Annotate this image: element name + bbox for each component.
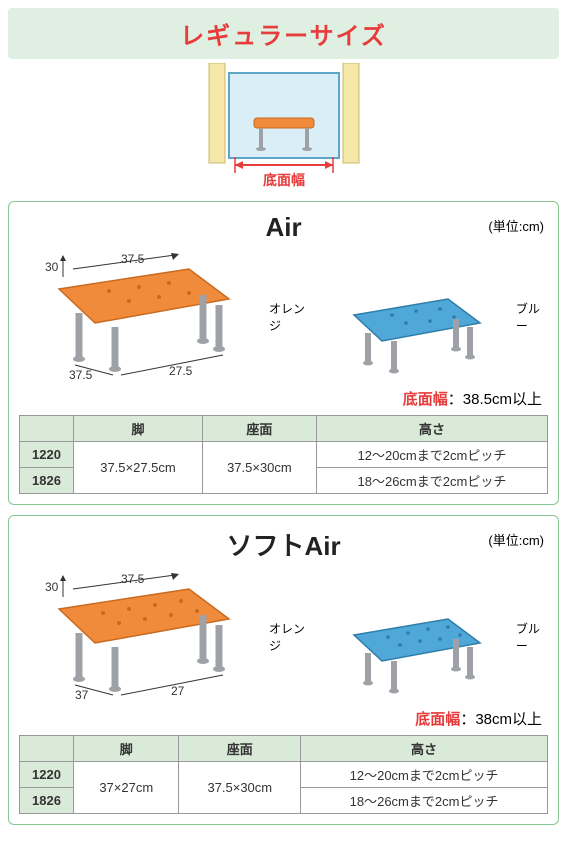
product-air: Air (単位:cm) 30 37.5 xyxy=(8,201,559,505)
product-title: ソフトAir xyxy=(226,526,340,563)
bottom-width-note: 底面幅：38.5cm以上 xyxy=(19,388,542,409)
page-title: レギュラーサイズ xyxy=(8,16,559,51)
spec-table-air: 脚 座面 高さ 1220 37.5×27.5cm 37.5×30cm 12〜20… xyxy=(19,415,548,494)
title-band: レギュラーサイズ xyxy=(8,8,559,59)
diagram-label: 底面幅 xyxy=(263,172,305,188)
stool-blue xyxy=(336,599,486,704)
color-blue-label: ブルー xyxy=(516,300,548,334)
unit-label: (単位:cm) xyxy=(488,216,544,235)
bottom-width-note: 底面幅：38cm以上 xyxy=(19,708,542,729)
spec-table-softair: 脚 座面 高さ 1220 37×27cm 37.5×30cm 12〜20cmまで… xyxy=(19,735,548,814)
stool-orange: 30 37.5 37.5 2 xyxy=(29,249,239,384)
svg-text:30: 30 xyxy=(45,580,59,594)
color-blue-label: ブルー xyxy=(516,620,548,654)
svg-text:37.5: 37.5 xyxy=(121,572,145,586)
svg-text:37: 37 xyxy=(75,688,89,699)
unit-label: (単位:cm) xyxy=(488,530,544,549)
stool-orange: 30 37.5 37 27 xyxy=(29,569,239,704)
tub-diagram: 底面幅 xyxy=(8,63,559,193)
svg-text:27: 27 xyxy=(171,684,185,698)
product-softair: ソフトAir (単位:cm) 30 37.5 xyxy=(8,515,559,825)
svg-text:37.5: 37.5 xyxy=(121,252,145,266)
stool-blue xyxy=(336,279,486,384)
product-title: Air xyxy=(265,212,301,243)
color-orange-label: オレンジ xyxy=(269,620,312,654)
svg-text:30: 30 xyxy=(45,260,59,274)
svg-text:37.5: 37.5 xyxy=(69,368,93,379)
color-orange-label: オレンジ xyxy=(269,300,312,334)
svg-text:27.5: 27.5 xyxy=(169,364,193,378)
